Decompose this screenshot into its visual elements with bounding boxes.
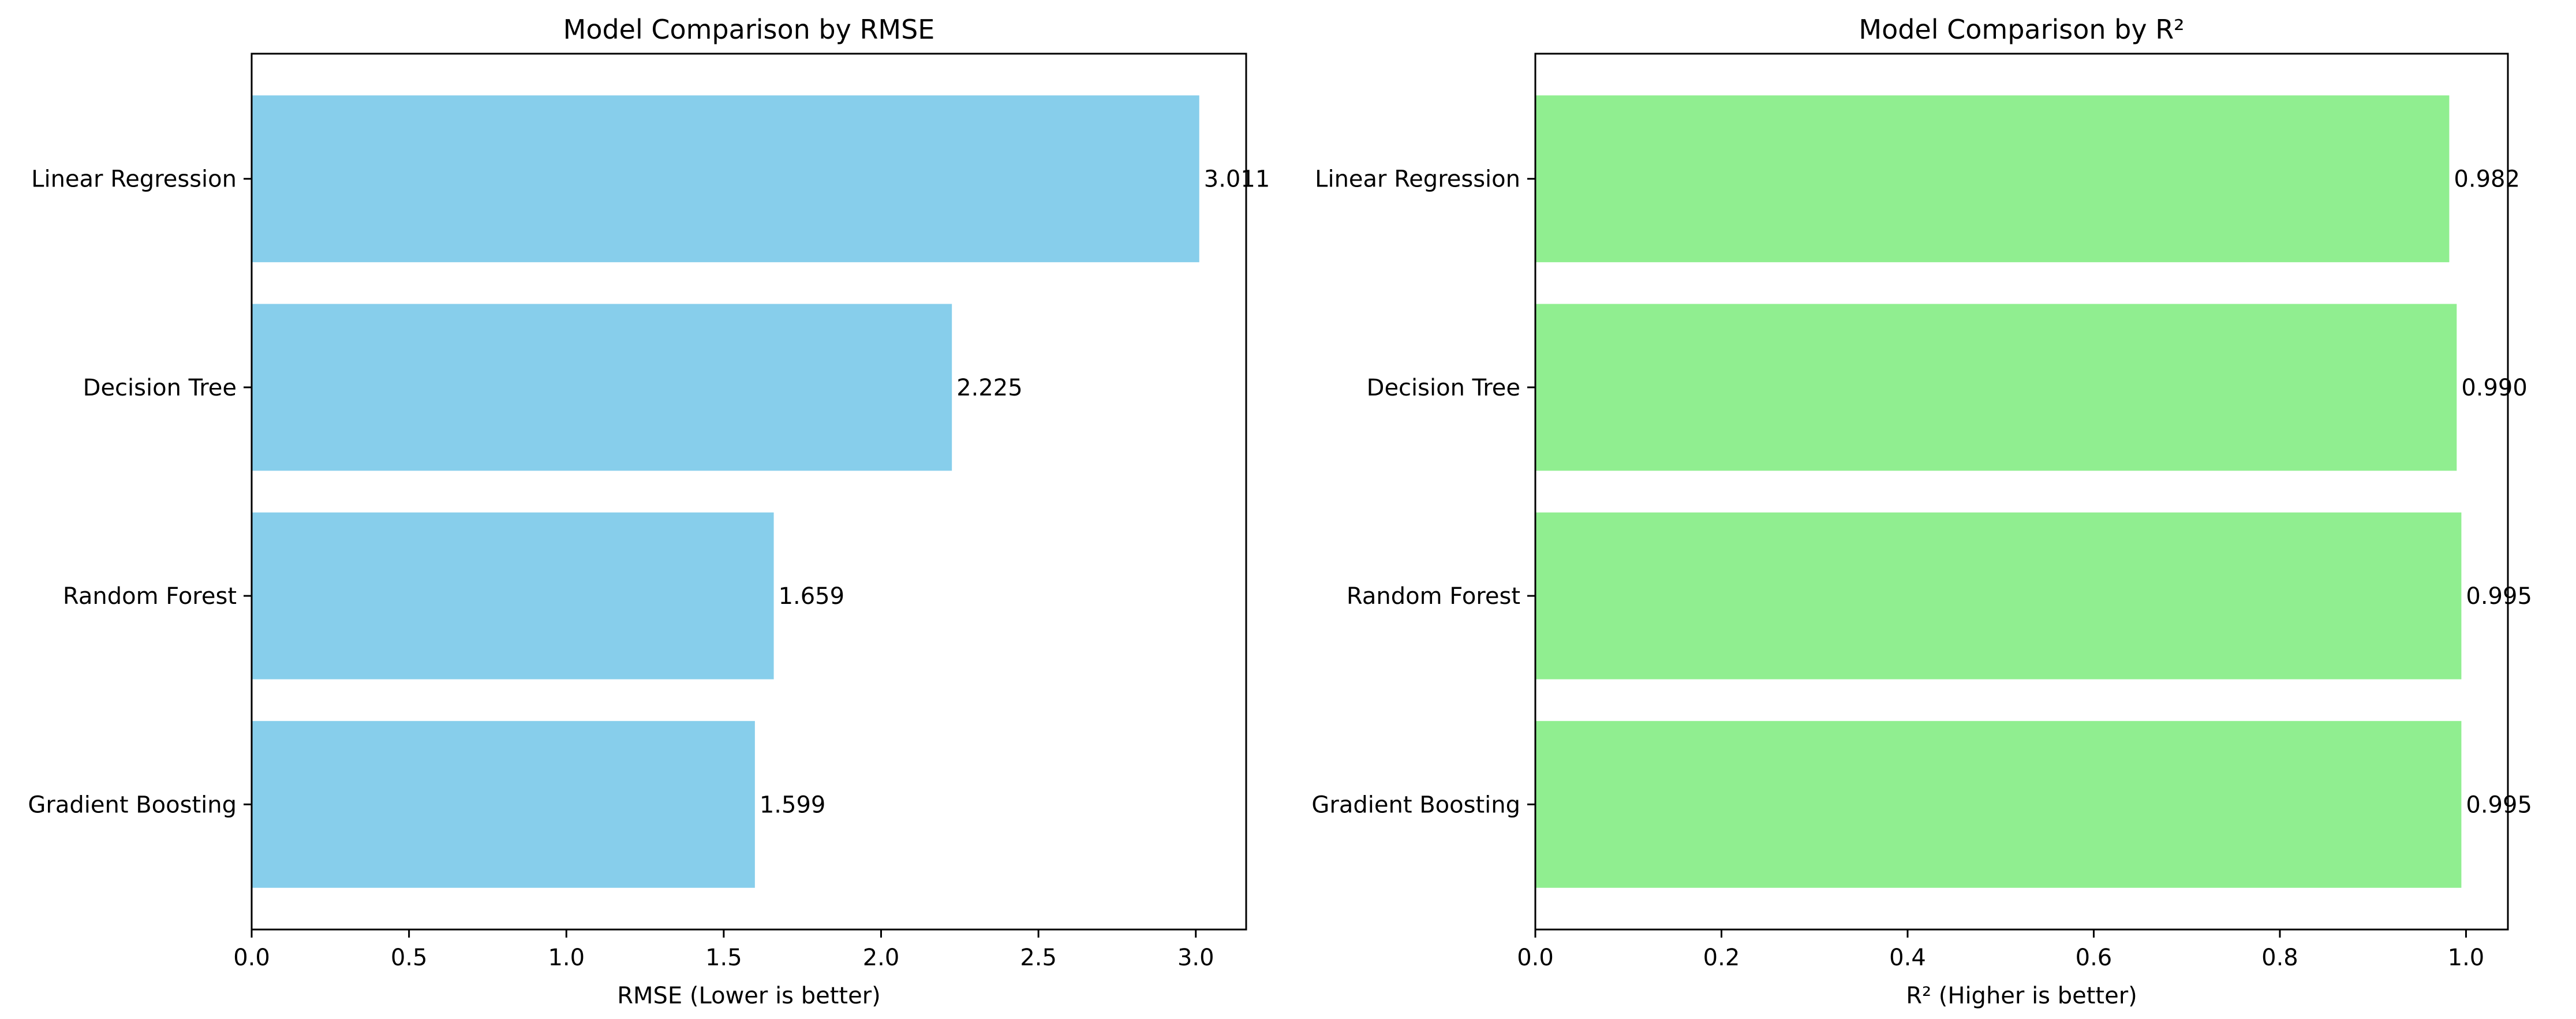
rmse-data-label-1: 2.225 (956, 375, 1023, 401)
r2-ytick-label-1: Decision Tree (1367, 375, 1520, 401)
r2-bar-1 (1535, 304, 2457, 471)
r2-bar-3 (1535, 721, 2462, 888)
rmse-ytick-label-0: Linear Regression (31, 166, 237, 193)
rmse-bar-2 (252, 512, 774, 680)
r2-ytick-label-0: Linear Regression (1315, 166, 1520, 193)
rmse-data-label-2: 1.659 (779, 583, 845, 610)
rmse-data-label-3: 1.599 (760, 792, 826, 818)
r2-data-label-2: 0.995 (2466, 583, 2532, 610)
rmse-ytick-label-3: Gradient Boosting (28, 792, 237, 818)
rmse-xtick-label-0: 0.0 (233, 945, 270, 971)
r2-chart-title: Model Comparison by R² (1859, 14, 2184, 45)
r2-xtick-label-2: 0.4 (1889, 945, 1926, 971)
rmse-ytick-label-1: Decision Tree (83, 375, 237, 401)
rmse-ytick-label-2: Random Forest (63, 583, 237, 610)
rmse-x-axis-label: RMSE (Lower is better) (617, 983, 881, 1009)
r2-bar-2 (1535, 512, 2462, 680)
rmse-data-label-0: 3.011 (1204, 166, 1270, 193)
rmse-bar-1 (252, 304, 952, 471)
rmse-xtick-label-5: 2.5 (1020, 945, 1057, 971)
rmse-axes-frame (251, 53, 1247, 931)
r2-xtick-label-0: 0.0 (1517, 945, 1554, 971)
r2-chart: 0.982 0.990 0.995 0.995 Linear Regression Dec… (1311, 14, 2532, 1009)
rmse-chart: 3.011 2.225 1.659 1.599 Linear Regression Dec… (28, 14, 1270, 1009)
rmse-xtick-label-3: 1.5 (705, 945, 742, 971)
r2-data-label-1: 0.990 (2461, 375, 2528, 401)
rmse-chart-title: Model Comparison by RMSE (563, 14, 935, 45)
r2-axes-frame (1534, 53, 2509, 931)
r2-data-label-3: 0.995 (2466, 792, 2532, 818)
r2-data-label-0: 0.982 (2454, 166, 2520, 193)
r2-x-axis-label: R² (Higher is better) (1906, 983, 2137, 1009)
r2-bar-0 (1535, 95, 2450, 263)
rmse-xtick-label-2: 1.0 (548, 945, 585, 971)
r2-xtick-label-1: 0.2 (1703, 945, 1740, 971)
rmse-xtick-label-6: 3.0 (1177, 945, 1214, 971)
rmse-bar-3 (252, 721, 755, 888)
r2-xtick-label-5: 1.0 (2448, 945, 2485, 971)
r2-xtick-label-4: 0.8 (2261, 945, 2298, 971)
rmse-xtick-label-1: 0.5 (391, 945, 428, 971)
rmse-xtick-label-4: 2.0 (863, 945, 900, 971)
r2-xtick-label-3: 0.6 (2076, 945, 2113, 971)
rmse-bar-0 (252, 95, 1199, 263)
r2-ytick-label-3: Gradient Boosting (1311, 792, 1520, 818)
r2-ytick-label-2: Random Forest (1347, 583, 1520, 610)
